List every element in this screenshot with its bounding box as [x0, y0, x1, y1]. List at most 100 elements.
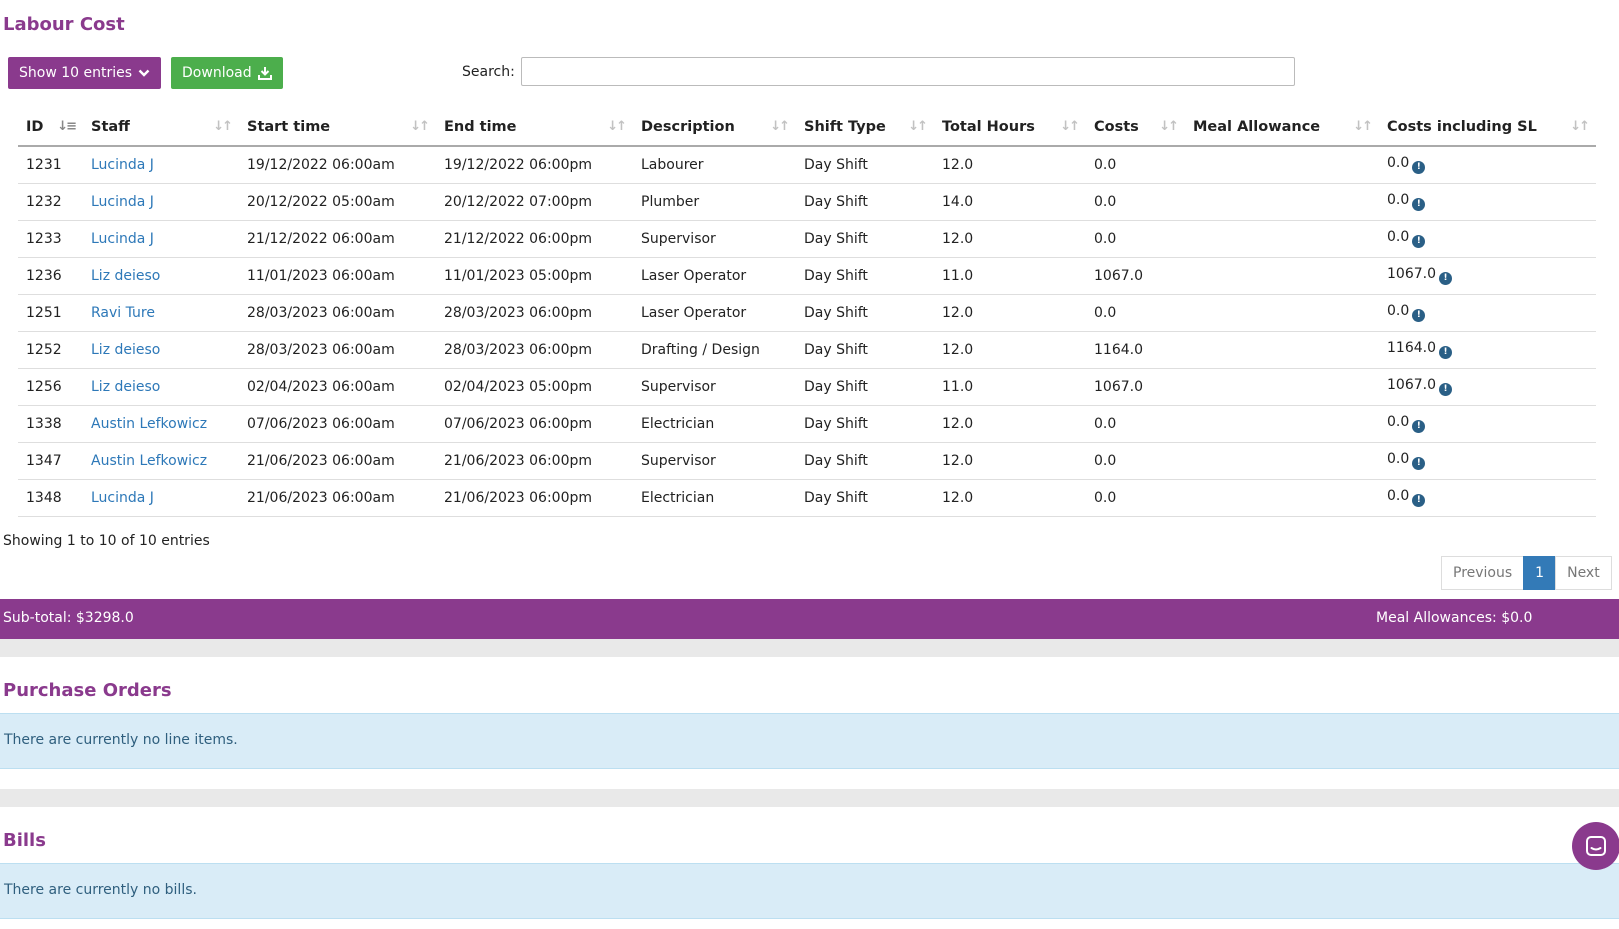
column-header-id[interactable]: ID ↓≡ [18, 108, 83, 147]
cell-id: 1232 [18, 183, 83, 221]
info-icon[interactable]: ! [1439, 383, 1452, 396]
purchase-orders-title: Purchase Orders [3, 680, 172, 701]
labour-toolbar: Show 10 entries Download [8, 57, 283, 89]
cell-costs: 1067.0 [1086, 368, 1185, 406]
cell-staff: Ravi Ture [83, 294, 239, 332]
staff-link[interactable]: Lucinda J [91, 193, 154, 210]
download-button[interactable]: Download [171, 57, 283, 89]
cell-description: Plumber [633, 183, 796, 221]
column-label: ID [26, 118, 44, 135]
column-header-staff[interactable]: Staff ↓↑ [83, 108, 239, 147]
subtotal-text: Sub-total: $3298.0 [3, 610, 134, 626]
column-label: Description [641, 118, 735, 135]
cell-shift-type: Day Shift [796, 405, 934, 443]
cell-end-time: 21/06/2023 06:00pm [436, 442, 633, 480]
column-header-shift-type[interactable]: Shift Type ↓↑ [796, 108, 934, 147]
cell-costs: 0.0 [1086, 405, 1185, 443]
costs-sl-value: 0.0 [1387, 155, 1410, 172]
labour-subtotal-bar: Sub-total: $3298.0 Meal Allowances: $0.0 [0, 599, 1619, 639]
cell-id: 1236 [18, 257, 83, 295]
page-1-button[interactable]: 1 [1523, 556, 1557, 590]
cell-id: 1347 [18, 442, 83, 480]
column-header-end-time[interactable]: End time ↓↑ [436, 108, 633, 147]
info-icon[interactable]: ! [1412, 161, 1426, 175]
staff-link[interactable]: Liz deieso [91, 341, 161, 358]
column-header-meal-allowance[interactable]: Meal Allowance ↓↑ [1185, 108, 1379, 147]
cell-costs: 0.0 [1086, 479, 1185, 517]
info-icon[interactable]: ! [1412, 198, 1426, 211]
cell-end-time: 28/03/2023 06:00pm [436, 294, 633, 332]
cell-costs: 1067.0 [1086, 257, 1185, 295]
cell-description: Laser Operator [633, 294, 796, 332]
cell-id: 1251 [18, 294, 83, 332]
staff-link[interactable]: Austin Lefkowicz [91, 452, 208, 469]
cell-costs-including-sl: 0.0! [1379, 183, 1596, 221]
info-icon[interactable]: ! [1412, 420, 1426, 433]
table-row: 1256 Liz deieso 02/04/2023 06:00am 02/04/20… [18, 368, 1596, 406]
cell-description: Electrician [633, 479, 796, 517]
staff-link[interactable]: Liz deieso [91, 267, 161, 284]
chat-launcher-button[interactable] [1572, 822, 1619, 870]
previous-page-button[interactable]: Previous [1441, 556, 1525, 590]
cell-staff: Lucinda J [83, 146, 239, 184]
download-label: Download [182, 65, 252, 81]
column-label: Meal Allowance [1193, 118, 1321, 135]
cell-staff: Lucinda J [83, 183, 239, 221]
sort-icon: ↓↑ [1060, 119, 1080, 134]
column-header-description[interactable]: Description ↓↑ [633, 108, 796, 147]
info-icon[interactable]: ! [1412, 309, 1426, 322]
table-row: 1236 Liz deieso 11/01/2023 06:00am 11/01/20… [18, 257, 1596, 295]
info-icon[interactable]: ! [1412, 457, 1426, 470]
cell-staff: Liz deieso [83, 257, 239, 295]
column-header-costs-including-sl[interactable]: Costs including SL ↓↑ [1379, 108, 1596, 147]
cell-staff: Austin Lefkowicz [83, 405, 239, 443]
column-header-start-time[interactable]: Start time ↓↑ [239, 108, 436, 147]
staff-link[interactable]: Lucinda J [91, 230, 154, 247]
costs-sl-value: 1067.0 [1387, 377, 1436, 393]
cell-shift-type: Day Shift [796, 368, 934, 406]
cell-start-time: 21/06/2023 06:00am [239, 479, 436, 517]
cell-meal-allowance [1185, 405, 1379, 443]
info-icon[interactable]: ! [1412, 235, 1426, 248]
info-icon[interactable]: ! [1439, 272, 1452, 285]
cell-end-time: 07/06/2023 06:00pm [436, 405, 633, 443]
cell-end-time: 19/12/2022 06:00pm [436, 146, 633, 184]
info-icon[interactable]: ! [1412, 494, 1426, 507]
staff-link[interactable]: Lucinda J [91, 156, 154, 173]
column-label: Costs including SL [1387, 118, 1537, 135]
table-row: 1347 Austin Lefkowicz 21/06/2023 06:00am 21… [18, 442, 1596, 480]
cell-id: 1348 [18, 479, 83, 517]
bills-title: Bills [3, 830, 46, 851]
cell-costs: 0.0 [1086, 183, 1185, 221]
staff-link[interactable]: Ravi Ture [91, 304, 155, 321]
costs-sl-value: 1067.0 [1387, 266, 1436, 282]
cell-total-hours: 12.0 [934, 331, 1086, 369]
staff-link[interactable]: Lucinda J [91, 489, 154, 506]
staff-link[interactable]: Liz deieso [91, 378, 161, 395]
column-header-total-hours[interactable]: Total Hours ↓↑ [934, 108, 1086, 147]
cell-meal-allowance [1185, 183, 1379, 221]
column-label: Costs [1094, 118, 1139, 135]
cell-total-hours: 12.0 [934, 442, 1086, 480]
column-label: Start time [247, 118, 331, 135]
cell-start-time: 28/03/2023 06:00am [239, 331, 436, 369]
costs-sl-value: 0.0 [1387, 192, 1410, 208]
cell-costs: 0.0 [1086, 146, 1185, 184]
section-divider [0, 789, 1619, 807]
cell-total-hours: 12.0 [934, 405, 1086, 443]
bills-empty-notice: There are currently no bills. [0, 863, 1619, 919]
column-header-costs[interactable]: Costs ↓↑ [1086, 108, 1185, 147]
costs-sl-value: 0.0 [1387, 451, 1410, 467]
sort-icon: ↓↑ [1353, 119, 1373, 134]
show-entries-button[interactable]: Show 10 entries [8, 57, 162, 89]
cell-staff: Lucinda J [83, 220, 239, 258]
cell-meal-allowance [1185, 257, 1379, 295]
cell-start-time: 20/12/2022 05:00am [239, 183, 436, 221]
cell-total-hours: 12.0 [934, 146, 1086, 184]
next-page-button[interactable]: Next [1555, 556, 1612, 590]
search-input[interactable] [520, 57, 1295, 86]
cell-costs-including-sl: 0.0! [1379, 220, 1596, 258]
cell-costs-including-sl: 1164.0! [1379, 331, 1596, 369]
staff-link[interactable]: Austin Lefkowicz [91, 415, 208, 432]
info-icon[interactable]: ! [1439, 346, 1452, 359]
